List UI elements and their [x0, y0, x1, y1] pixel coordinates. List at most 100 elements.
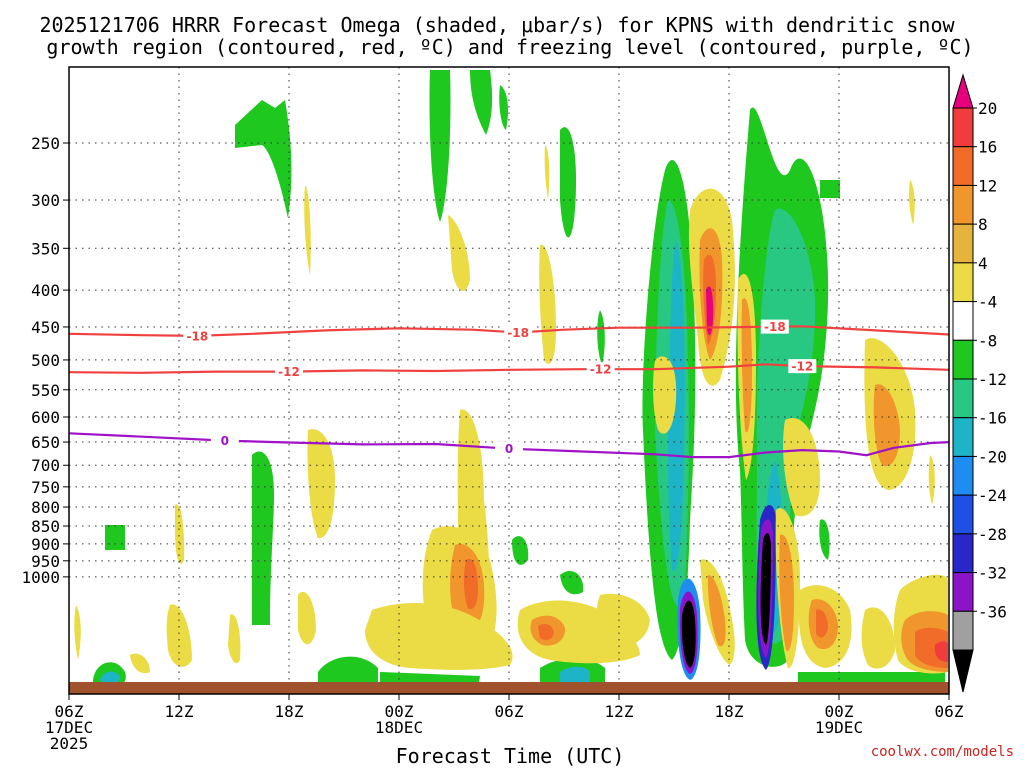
omega-blob — [760, 533, 771, 645]
colorbar-swatch — [952, 107, 974, 148]
chart-title-line-2: growth region (contoured, red, ºC) and f… — [46, 35, 973, 59]
omega-blob — [512, 536, 529, 565]
omega-blob — [560, 127, 577, 238]
colorbar-max-arrow — [952, 73, 974, 109]
omega-blob — [74, 605, 81, 660]
y-tick-label: 350 — [31, 239, 60, 258]
credit-text: coolwx.com/models — [871, 744, 1014, 760]
x-tick-label: 06Z — [495, 702, 524, 721]
colorbar-swatch — [952, 572, 974, 612]
x-axis-label: Forecast Time (UTC) — [396, 744, 625, 768]
freezing_level-contour — [68, 432, 950, 459]
y-tick-label: 800 — [31, 498, 60, 517]
y-tick-label: 750 — [31, 478, 60, 497]
colorbar-swatch — [952, 378, 974, 419]
y-tick-label: 650 — [31, 433, 60, 452]
omega-blob — [365, 603, 513, 670]
y-tick-label: 450 — [31, 318, 60, 337]
omega-blob — [448, 215, 470, 291]
colorbar-label: -16 — [978, 409, 1007, 428]
contour-label-bg — [760, 319, 789, 334]
y-tick-label: 600 — [31, 408, 60, 427]
dgz_minus18-label: -18 — [764, 320, 786, 334]
omega-blob — [909, 180, 915, 225]
omega-blob — [100, 671, 120, 686]
omega-shading — [74, 70, 948, 690]
x-tick-label: 00Z — [385, 702, 414, 721]
colorbar: 20 16 12 8 4 -4 -8 -12 -16 -20 -24 -28 -32 -36 — [952, 73, 1007, 693]
colorbar-swatch — [952, 339, 974, 380]
y-tick-label: 300 — [31, 191, 60, 210]
x-tick-label: 06Z — [55, 702, 84, 721]
colorbar-swatch — [952, 533, 974, 574]
colorbar-swatch — [952, 455, 974, 496]
colorbar-label: 12 — [978, 176, 997, 195]
omega-blob — [228, 614, 241, 664]
y-tick-label: 900 — [31, 535, 60, 554]
omega-blob — [819, 519, 830, 560]
x-tick-label: 17DEC — [45, 718, 93, 737]
y-tick-label: 550 — [31, 381, 60, 400]
omega-blob — [307, 429, 335, 539]
colorbar-swatch — [952, 301, 974, 341]
dgz_minus12-label: -12 — [791, 360, 813, 374]
omega-blob — [105, 525, 125, 550]
chart-title-line-1: 2025121706 HRRR Forecast Omega (shaded, … — [39, 13, 955, 37]
dgz_minus18-label: -18 — [507, 326, 529, 340]
omega-blob — [668, 240, 685, 572]
omega-blob — [706, 286, 714, 336]
omega-blob — [820, 180, 840, 198]
colorbar-label: -8 — [978, 331, 997, 350]
y-tick-label: 500 — [31, 351, 60, 370]
y-tick-label: 700 — [31, 456, 60, 475]
omega-blob — [175, 504, 185, 564]
x-tick-label: 00Z — [825, 702, 854, 721]
contour-label-bg — [586, 362, 615, 377]
contour-label-bg — [183, 328, 212, 343]
x-tick-label: 06Z — [935, 702, 964, 721]
colorbar-label: -36 — [978, 602, 1007, 621]
omega-blob — [463, 558, 478, 610]
y-tick-label: 400 — [31, 281, 60, 300]
colorbar-swatch — [952, 146, 974, 186]
omega-blob — [235, 100, 292, 218]
colorbar-swatch — [952, 262, 974, 303]
omega-blob — [538, 624, 554, 640]
y-tick-label: 950 — [31, 552, 60, 571]
y-tick-label: 1000 — [21, 568, 60, 587]
x-tick-label: 18DEC — [375, 718, 423, 737]
x-tick-label: 18Z — [715, 702, 744, 721]
colorbar-label: 20 — [978, 99, 997, 118]
colorbar-label: -20 — [978, 447, 1007, 466]
colorbar-swatch — [952, 494, 974, 535]
colorbar-label: -4 — [978, 293, 997, 312]
x-tick-label: 12Z — [605, 702, 634, 721]
dgz_minus12-label: -12 — [278, 365, 300, 379]
dgz_minus12-label: -12 — [590, 363, 612, 377]
omega-blob — [597, 310, 605, 365]
x-tick-label: 12Z — [165, 702, 194, 721]
omega-blob — [596, 593, 650, 647]
colorbar-label: -28 — [978, 525, 1007, 544]
omega-blob — [499, 85, 508, 130]
omega-blob — [304, 185, 311, 275]
omega-blob — [298, 591, 316, 645]
x-tick-label: 2025 — [50, 734, 89, 753]
contour-label-bg — [495, 441, 523, 456]
y-axis-pressure-ticks: 2503003504004505005506006507007508008509… — [21, 134, 69, 587]
contour-label-bg — [788, 359, 817, 374]
omega-blob — [318, 656, 378, 688]
omega-blob — [934, 641, 948, 662]
colorbar-label: -24 — [978, 486, 1007, 505]
contour-label-bg — [210, 433, 239, 448]
colorbar-swatch — [952, 184, 974, 225]
ground-surface — [69, 682, 949, 694]
colorbar-label: 16 — [978, 138, 997, 157]
omega-blob — [653, 356, 677, 434]
omega-blob — [816, 609, 828, 638]
x-tick-label: 18Z — [275, 702, 304, 721]
omega-blob — [861, 607, 895, 669]
omega-blob — [544, 145, 550, 200]
